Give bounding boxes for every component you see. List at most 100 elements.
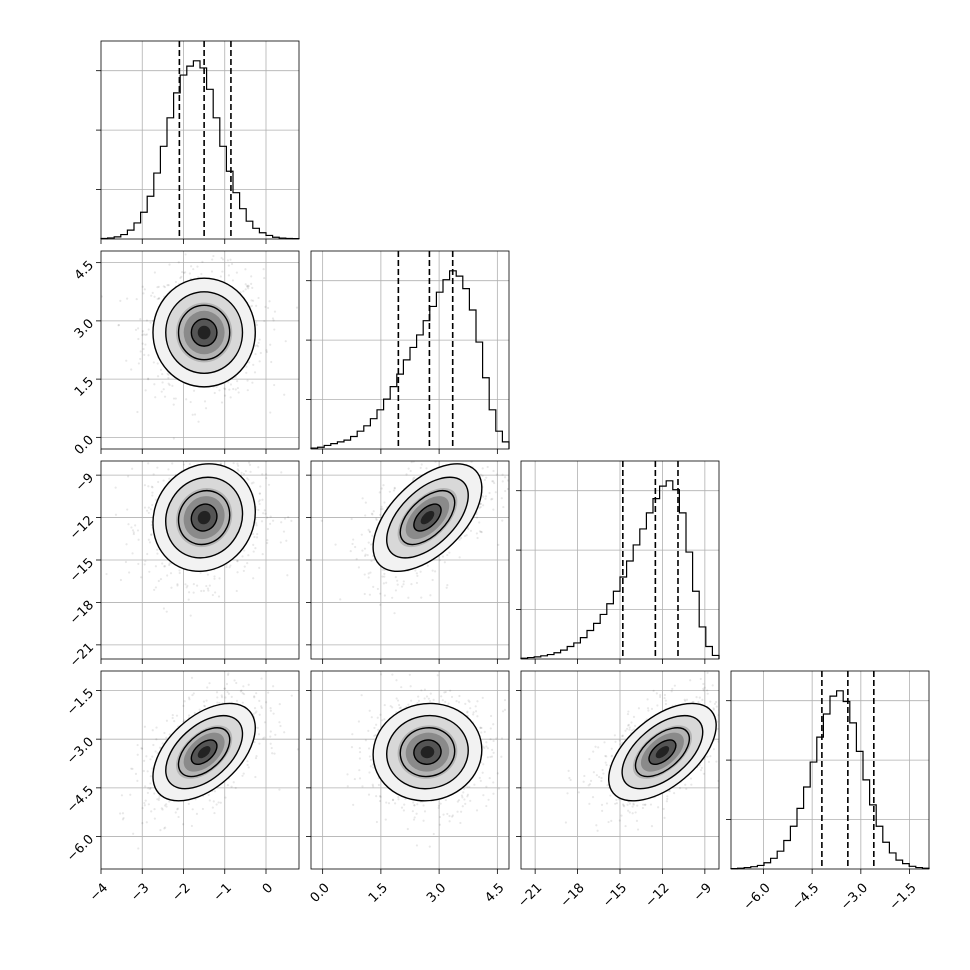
scatter-point xyxy=(451,814,454,817)
scatter-point xyxy=(167,376,170,380)
scatter-point xyxy=(137,538,140,541)
scatter-point xyxy=(257,508,260,512)
scatter-point xyxy=(255,692,258,695)
density-panel-2-0 xyxy=(96,460,300,664)
scatter-point xyxy=(260,520,264,523)
scatter-point xyxy=(136,529,140,532)
scatter-point xyxy=(457,799,461,802)
scatter-point xyxy=(258,502,261,506)
scatter-point xyxy=(259,485,262,488)
scatter-point xyxy=(380,505,383,509)
scatter-point xyxy=(149,782,152,785)
scatter-point xyxy=(227,672,230,675)
scatter-point xyxy=(394,802,397,805)
scatter-point xyxy=(235,681,238,685)
scatter-point xyxy=(486,465,489,469)
scatter-point xyxy=(156,552,159,555)
scatter-point xyxy=(151,486,154,489)
scatter-point xyxy=(263,276,266,280)
scatter-point xyxy=(272,519,275,522)
scatter-point xyxy=(129,793,132,796)
scatter-point xyxy=(604,761,607,764)
scatter-point xyxy=(372,585,375,588)
scatter-point xyxy=(662,807,665,811)
scatter-point xyxy=(626,724,630,727)
scatter-point xyxy=(143,288,146,291)
scatter-point xyxy=(198,708,201,711)
scatter-point xyxy=(158,797,161,800)
scatter-point xyxy=(605,763,608,767)
scatter-point xyxy=(254,547,257,550)
density-panel-1-0 xyxy=(96,250,300,454)
scatter-point xyxy=(219,801,222,804)
scatter-point xyxy=(226,673,230,677)
scatter-point xyxy=(695,696,698,699)
scatter-point xyxy=(368,709,371,712)
scatter-point xyxy=(188,272,192,275)
scatter-point xyxy=(254,352,257,356)
scatter-point xyxy=(400,806,404,809)
scatter-point xyxy=(271,752,274,755)
scatter-point xyxy=(367,729,370,733)
scatter-point xyxy=(409,685,412,688)
scatter-point xyxy=(136,779,139,783)
scatter-point xyxy=(388,490,391,493)
scatter-point xyxy=(147,787,150,790)
scatter-point xyxy=(251,286,254,289)
scatter-point xyxy=(237,464,240,467)
scatter-point xyxy=(255,536,259,539)
scatter-point xyxy=(199,571,202,574)
scatter-point xyxy=(257,296,260,300)
scatter-point xyxy=(154,396,157,399)
scatter-point xyxy=(358,751,362,754)
scatter-point xyxy=(457,701,461,704)
scatter-point xyxy=(244,288,247,291)
scatter-point xyxy=(255,304,258,307)
density-shade xyxy=(420,510,435,525)
scatter-point xyxy=(153,271,157,274)
scatter-point xyxy=(124,560,128,564)
scatter-point xyxy=(466,793,470,796)
scatter-point xyxy=(369,765,372,768)
scatter-point xyxy=(241,555,244,558)
scatter-point xyxy=(375,723,378,726)
scatter-point xyxy=(467,527,470,531)
scatter-point xyxy=(450,695,454,699)
scatter-point xyxy=(170,586,173,589)
scatter-point xyxy=(224,796,227,799)
scatter-point xyxy=(419,466,422,469)
scatter-point xyxy=(358,747,361,750)
contour-line xyxy=(190,318,218,347)
scatter-point xyxy=(191,693,194,697)
scatter-point xyxy=(255,321,258,324)
scatter-point xyxy=(391,706,394,709)
scatter-point xyxy=(399,706,402,709)
scatter-point xyxy=(706,755,709,758)
scatter-point xyxy=(489,755,492,759)
scatter-point xyxy=(407,467,410,470)
scatter-point xyxy=(470,461,473,463)
scatter-point xyxy=(114,486,117,489)
scatter-point xyxy=(160,390,163,393)
scatter-point xyxy=(709,700,712,703)
scatter-point xyxy=(137,847,140,850)
scatter-point xyxy=(503,699,507,702)
scatter-point xyxy=(177,261,180,264)
scatter-point xyxy=(375,517,378,520)
scatter-point xyxy=(195,584,199,587)
scatter-point xyxy=(140,747,144,750)
scatter-point xyxy=(263,319,266,323)
scatter-point xyxy=(506,487,509,491)
scatter-point xyxy=(382,582,385,585)
scatter-point xyxy=(229,258,232,261)
scatter-point xyxy=(368,771,371,774)
scatter-point xyxy=(193,711,196,715)
scatter-point xyxy=(668,790,671,793)
scatter-point xyxy=(141,330,144,333)
scatter-point xyxy=(502,505,505,509)
scatter-point xyxy=(448,820,451,823)
scatter-point xyxy=(240,471,243,474)
scatter-point xyxy=(226,690,229,694)
scatter-point xyxy=(379,713,382,716)
